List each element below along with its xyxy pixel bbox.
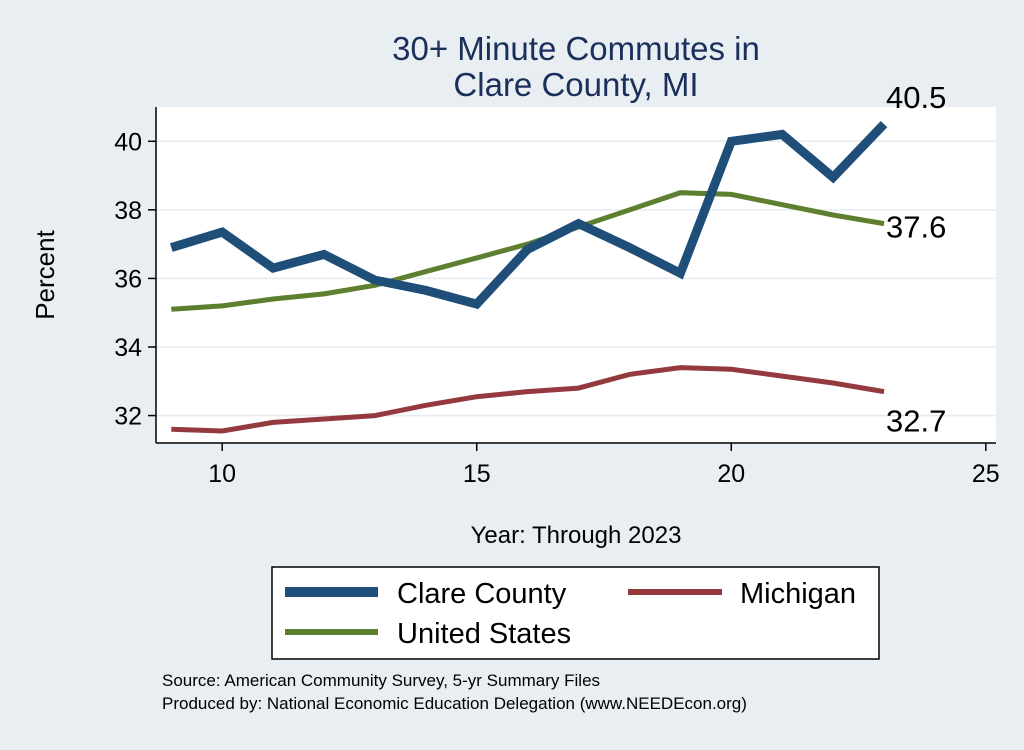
y-tick-label: 36 <box>114 265 142 293</box>
legend-box <box>271 566 880 660</box>
y-tick-label: 40 <box>114 128 142 156</box>
end-label-united-states: 37.6 <box>886 210 946 245</box>
series-line-clare-county <box>169 120 888 310</box>
legend-label-clare-county: Clare County <box>397 578 567 610</box>
grid-lines <box>156 140 996 417</box>
end-labels: 40.5 32.7 37.6 <box>886 80 946 438</box>
series-lines <box>169 120 888 434</box>
x-tick-label: 25 <box>972 460 1000 488</box>
plot-area <box>156 107 996 443</box>
series-line-united-states <box>171 190 885 312</box>
legend: Clare County Michigan United States <box>271 566 880 660</box>
chart-title-line-2: Clare County, MI <box>453 66 698 103</box>
y-tick-label: 32 <box>114 403 142 431</box>
legend-label-united-states: United States <box>397 618 571 650</box>
y-tick-label: 38 <box>114 197 142 225</box>
legend-label-michigan: Michigan <box>740 578 856 610</box>
source-note: Source: American Community Survey, 5-yr … <box>162 671 600 690</box>
chart-title-line-1: 30+ Minute Commutes in <box>392 30 760 67</box>
x-axis-label: Year: Through 2023 <box>471 522 682 549</box>
series-line-michigan <box>171 365 885 434</box>
y-axis-label: Percent <box>30 229 60 319</box>
x-tick-label: 15 <box>463 460 491 488</box>
x-tick-label: 10 <box>208 460 236 488</box>
producer-note: Produced by: National Economic Education… <box>162 694 747 713</box>
end-label-clare-county: 40.5 <box>886 80 946 115</box>
end-label-michigan: 32.7 <box>886 404 946 439</box>
axes: 32 34 36 38 40 10 15 20 25 <box>114 107 1000 488</box>
y-tick-label: 34 <box>114 334 142 362</box>
x-tick-label: 20 <box>717 460 745 488</box>
